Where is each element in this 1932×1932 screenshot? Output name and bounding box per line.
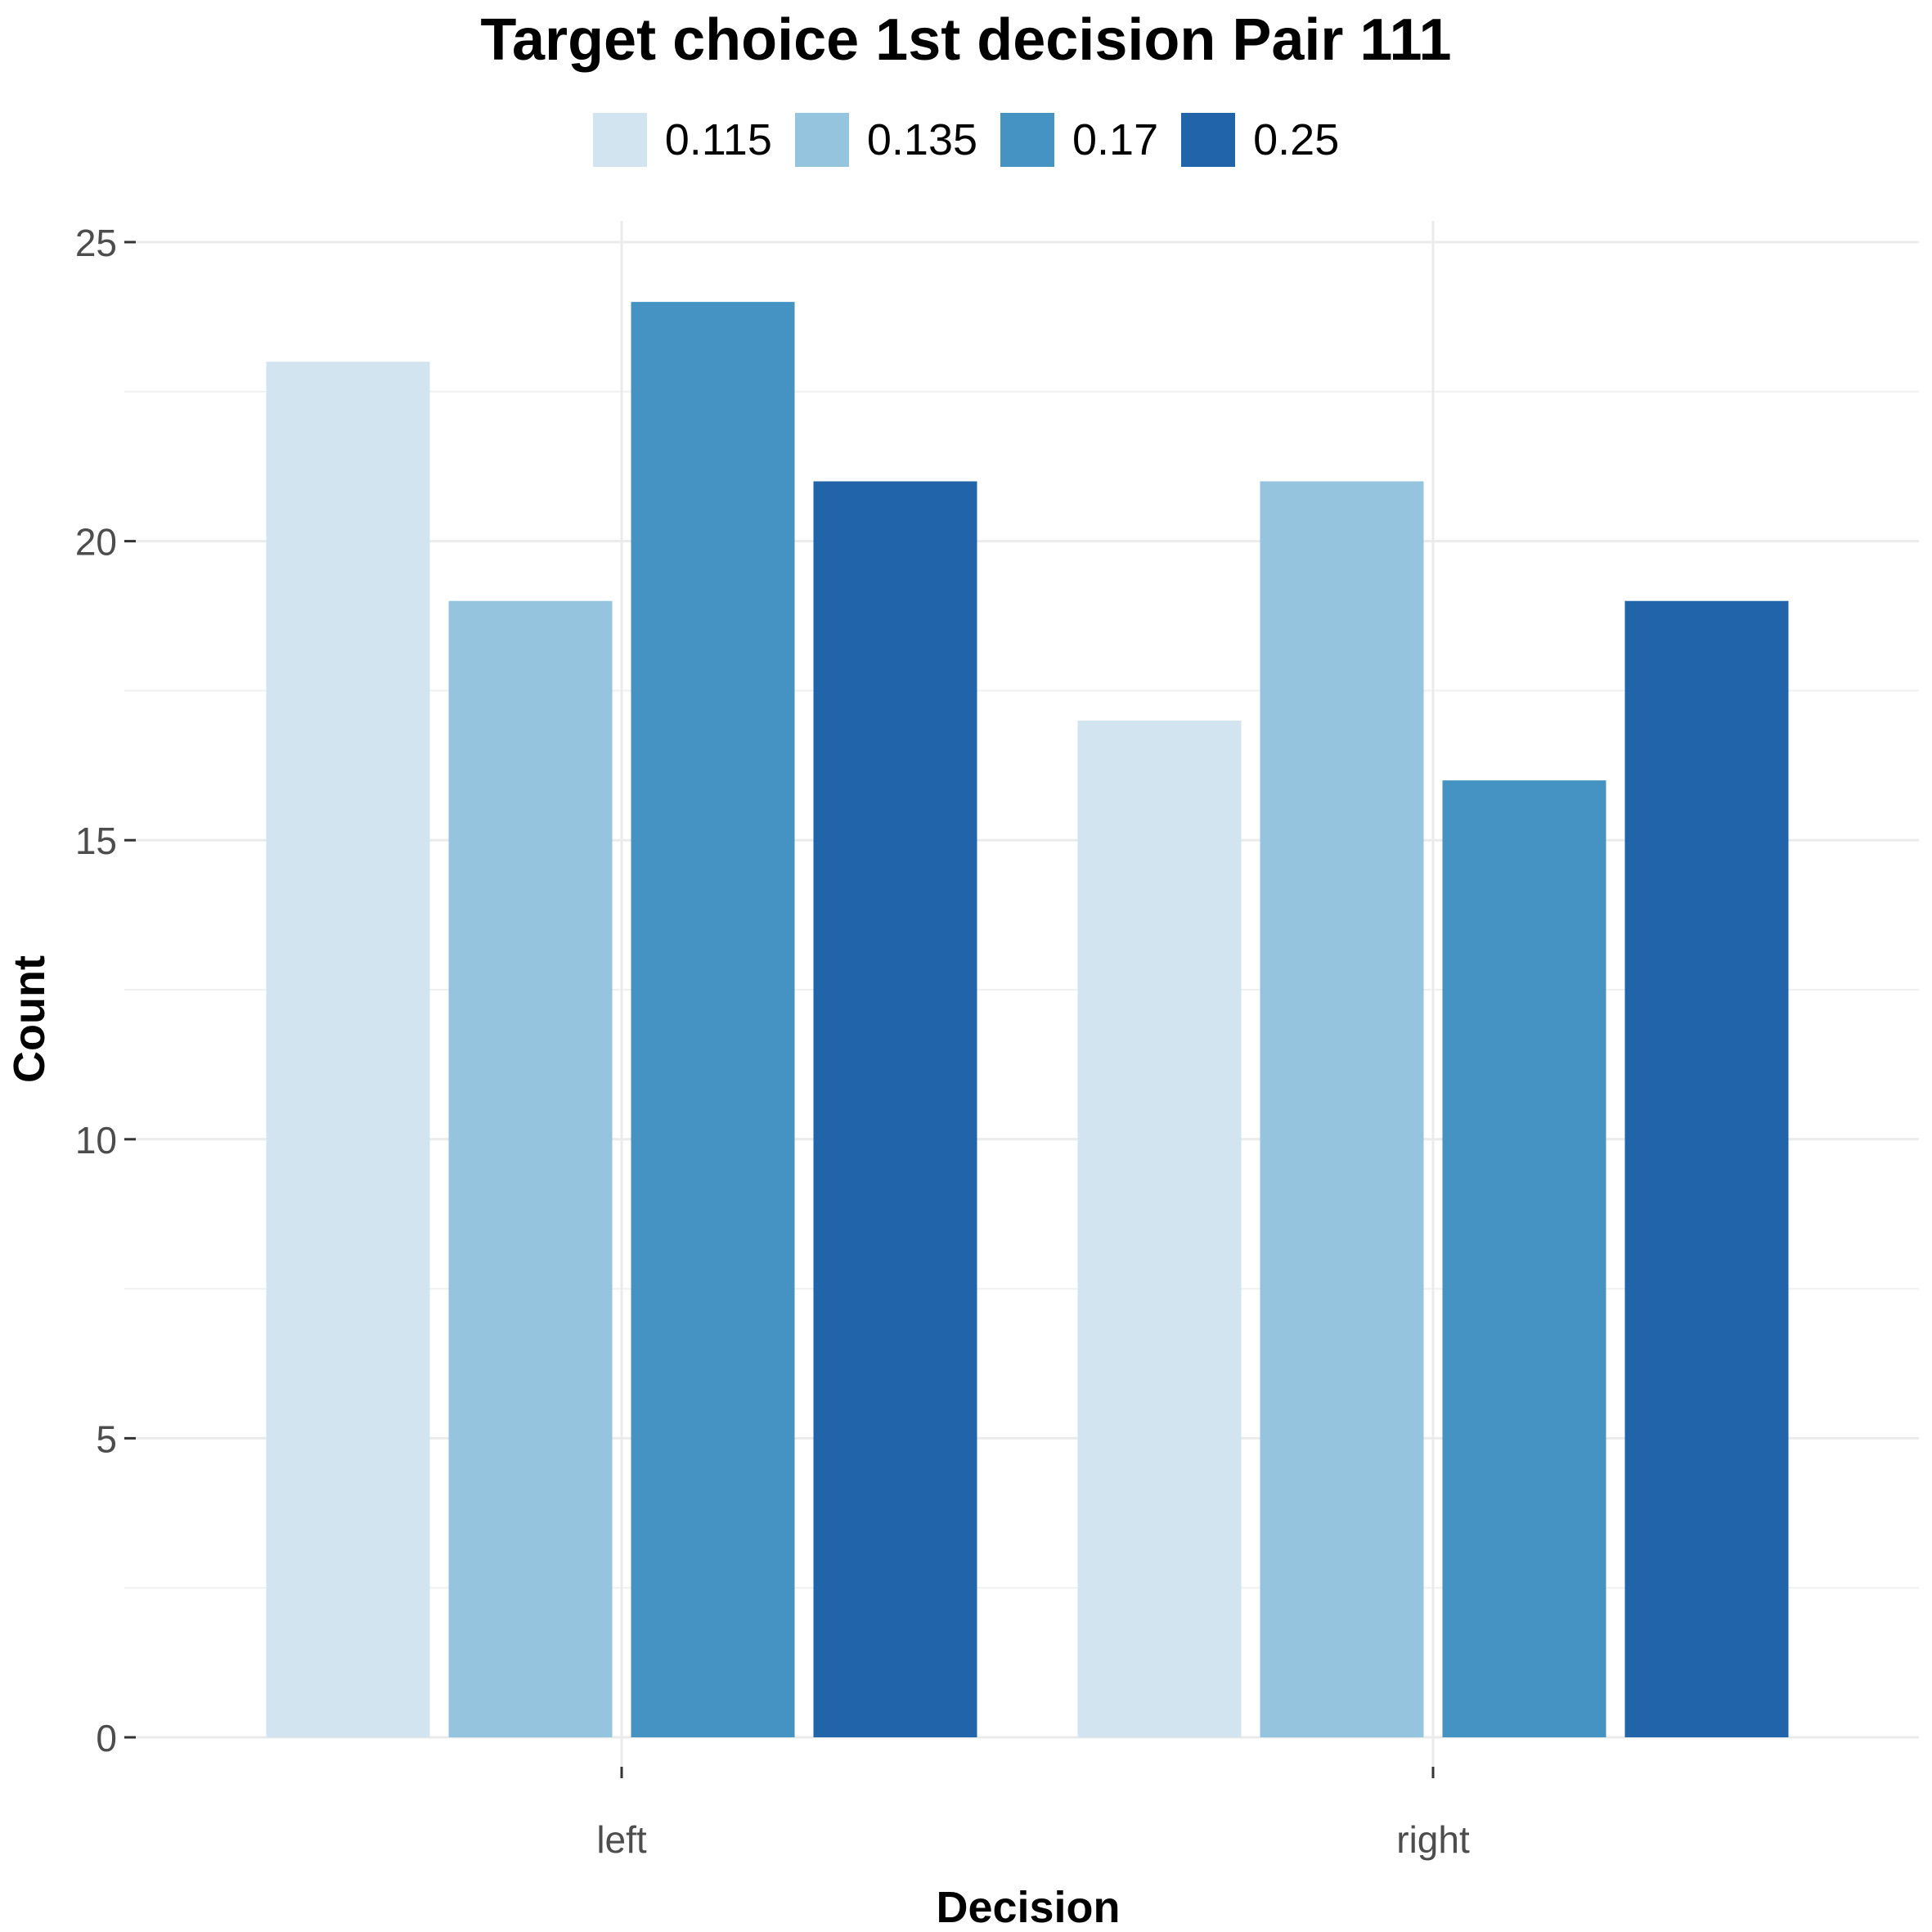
bar — [448, 600, 613, 1737]
y-tick-label: 0 — [96, 1717, 117, 1759]
bar — [1077, 720, 1242, 1738]
y-tick-label: 10 — [75, 1119, 117, 1161]
bar — [1442, 780, 1606, 1737]
x-tick-label: right — [1396, 1818, 1470, 1861]
x-tick-label: left — [596, 1818, 647, 1861]
legend-key — [794, 113, 849, 167]
y-tick-label: 20 — [75, 521, 117, 564]
legend-item: 0.115 — [592, 113, 772, 167]
bar — [266, 362, 430, 1737]
legend-item: 0.17 — [1000, 113, 1158, 167]
legend-label: 0.25 — [1253, 115, 1340, 164]
legend-key — [592, 113, 647, 167]
legend: 0.115 0.135 0.17 0.25 — [0, 113, 1932, 167]
bar — [1624, 600, 1789, 1737]
legend-label: 0.115 — [664, 115, 772, 164]
legend-key — [1181, 113, 1236, 167]
legend-key — [1000, 113, 1055, 167]
y-tick-label: 15 — [75, 820, 117, 862]
legend-item: 0.25 — [1181, 113, 1339, 167]
axes: 0 5 10 15 20 25 left right — [75, 222, 1470, 1861]
y-axis-title: Count — [5, 955, 54, 1083]
x-axis-title: Decision — [936, 1883, 1120, 1932]
legend-item: 0.135 — [794, 113, 978, 167]
bar — [1260, 481, 1424, 1737]
legend-label: 0.17 — [1072, 115, 1159, 164]
bar — [631, 302, 795, 1737]
bars — [266, 302, 1789, 1738]
y-tick-label: 5 — [96, 1418, 117, 1460]
bar — [813, 481, 977, 1737]
legend-label: 0.135 — [866, 115, 978, 164]
y-tick-label: 25 — [75, 222, 117, 264]
chart-title: Target choice 1st decision Pair 111 — [480, 7, 1452, 73]
